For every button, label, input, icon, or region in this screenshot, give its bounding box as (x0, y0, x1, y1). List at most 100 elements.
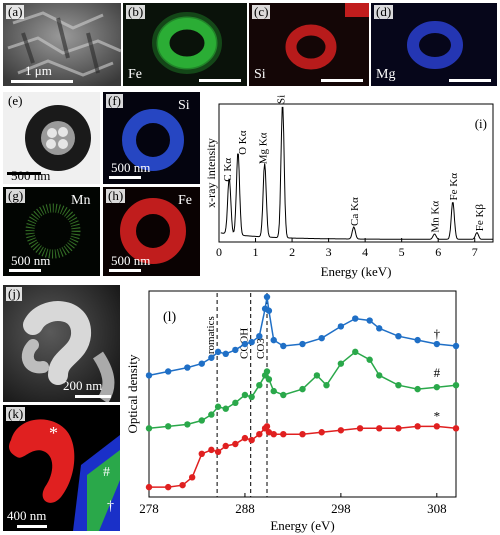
data-point (164, 483, 172, 491)
data-point (265, 429, 273, 436)
element-label-si: Si (254, 67, 266, 82)
data-point (232, 440, 239, 448)
panel-b-label: (b) (126, 4, 146, 19)
plot-frame (148, 290, 457, 498)
element-label-fe: Fe (178, 193, 192, 208)
x-axis-label: Energy (eV) (270, 518, 334, 533)
data-point (164, 423, 172, 430)
data-point (337, 323, 345, 330)
x-tick-label: 2 (289, 245, 295, 259)
data-point (222, 405, 229, 412)
panel-g-label: (g) (6, 188, 26, 203)
peak-label: O Kα (237, 130, 249, 155)
scale-bar-label: 500 nm (11, 253, 51, 268)
data-point (318, 429, 325, 436)
scale-bar (449, 79, 491, 82)
data-point (263, 293, 271, 301)
data-point (356, 425, 364, 432)
mn-ring-map (25, 203, 81, 259)
series-marker: # (434, 365, 441, 380)
data-point (352, 348, 359, 356)
scale-bar (75, 395, 111, 398)
data-point (184, 364, 191, 371)
data-point (222, 442, 229, 450)
peak-label: Mg Kα (258, 132, 270, 164)
data-point (452, 425, 460, 432)
data-point (198, 360, 205, 367)
scale-bar (321, 79, 363, 82)
data-point (366, 356, 373, 363)
peak-label: Ca Kα (349, 197, 361, 226)
data-point (188, 474, 196, 481)
data-point (184, 421, 191, 428)
scale-bar (11, 80, 73, 83)
data-point (337, 360, 345, 367)
data-point (214, 348, 222, 356)
peak-label: Mn Kα (430, 201, 442, 233)
data-point (232, 346, 239, 354)
data-point (270, 387, 277, 395)
data-point (376, 325, 383, 332)
data-point (376, 372, 383, 379)
x-tick-label: 288 (235, 501, 255, 516)
panel-label-i: (i) (475, 116, 487, 131)
data-point (198, 417, 205, 424)
si-ring-map (285, 3, 369, 70)
data-point (248, 338, 255, 346)
data-point (414, 423, 421, 430)
spectrum-line (220, 106, 493, 240)
data-point (414, 385, 421, 393)
panel-h-fe-map: (h) Fe 500 nm (103, 187, 200, 276)
data-point (248, 436, 255, 444)
data-point (164, 368, 172, 375)
data-point (179, 481, 186, 489)
element-label-fe: Fe (128, 67, 142, 82)
data-point (256, 382, 263, 389)
data-point (395, 382, 402, 389)
data-point (263, 368, 271, 375)
panel-j-stxm-image: (j) 200 nm (3, 285, 120, 402)
data-point (208, 411, 215, 418)
x-tick-label: 6 (435, 245, 441, 259)
element-label-si: Si (178, 98, 190, 113)
scale-bar-label: 500 nm (11, 168, 51, 183)
panel-d-label: (d) (374, 4, 394, 19)
series-2: * (145, 408, 460, 491)
x-tick-label: 1 (253, 245, 259, 259)
series-marker: * (434, 408, 441, 423)
panel-a-sem-image: (a) 1 μm (3, 3, 121, 86)
panel-k-composite-map: (k) * # † 400 nm (3, 405, 120, 531)
x-tick-label: 278 (139, 501, 159, 516)
panel-c-label: (c) (252, 4, 271, 19)
panel-g-mn-map: (g) Mn 500 nm (3, 187, 100, 276)
element-label-mg: Mg (376, 67, 396, 82)
x-axis-label: Energy (keV) (321, 264, 392, 279)
series-0: † (145, 293, 460, 379)
series-1: # (145, 348, 460, 432)
scale-bar-label: 500 nm (111, 253, 151, 268)
peak-label: Si Kα (276, 92, 288, 104)
data-point (256, 333, 263, 340)
x-tick-label: 7 (472, 245, 478, 259)
data-point (222, 350, 229, 358)
marker-asterisk: * (49, 423, 58, 443)
panel-d-mg-map: (d) Mg (371, 3, 497, 86)
data-point (318, 334, 325, 342)
panel-c-si-map: (c) Si (249, 3, 369, 86)
fe-ring-map (152, 12, 222, 74)
x-tick-label: 4 (362, 245, 368, 259)
data-point (299, 431, 306, 438)
data-point (433, 340, 441, 348)
data-point (337, 427, 345, 434)
data-point (248, 393, 255, 401)
scale-bar (9, 269, 41, 272)
series-marker: † (434, 326, 441, 341)
peak-label: C Kα (222, 158, 234, 182)
data-point (299, 385, 306, 393)
panel-e-tem-image: (e) 500 nm (3, 92, 100, 184)
x-tick-label: 308 (427, 501, 447, 516)
data-point (280, 431, 287, 438)
data-point (395, 333, 402, 340)
data-point (145, 425, 153, 432)
data-point (352, 315, 359, 322)
